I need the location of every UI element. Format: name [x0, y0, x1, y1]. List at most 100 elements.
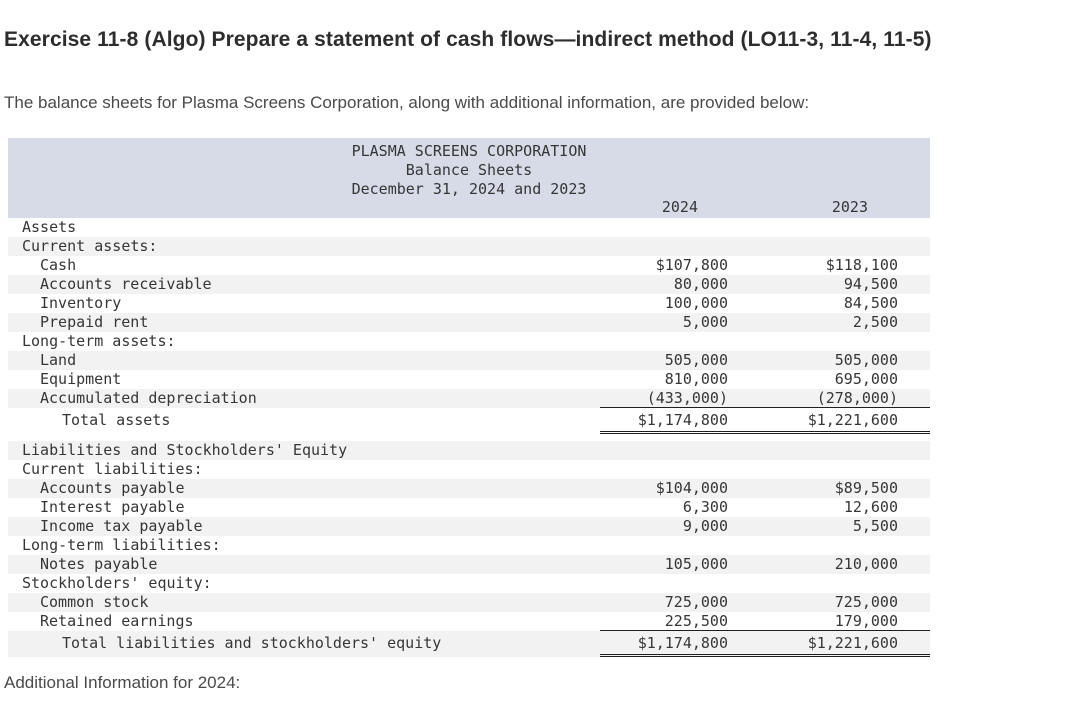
- total-row: Total assets $1,174,800 $1,221,600: [8, 408, 930, 434]
- value-2024: $1,174,800: [637, 634, 728, 652]
- row-label: Inventory: [40, 294, 122, 312]
- value-2024: 810,000: [664, 370, 728, 388]
- additional-info-heading: Additional Information for 2024:: [4, 673, 241, 692]
- value-2024: 505,000: [664, 351, 728, 369]
- row-values: $1,174,800 $1,221,600: [600, 408, 930, 434]
- row-label: Retained earnings: [40, 612, 194, 630]
- value-2024: [600, 441, 740, 460]
- value-2023: 725,000: [834, 593, 898, 611]
- row-label: Long-term assets:: [22, 332, 176, 350]
- row-label: Total assets: [62, 411, 171, 429]
- row-label: Stockholders' equity:: [22, 574, 212, 592]
- value-2024: 80,000: [673, 275, 728, 293]
- row-label: Land: [40, 351, 77, 369]
- table-row: Accounts receivable 80,000 94,500: [8, 275, 930, 294]
- page-title: Exercise 11-8 (Algo) Prepare a statement…: [4, 28, 932, 51]
- value-2024: $107,800: [655, 256, 728, 274]
- row-label: Income tax payable: [40, 517, 203, 535]
- value-2023: 505,000: [834, 351, 898, 369]
- row-values: 100,000 84,500: [600, 294, 930, 313]
- value-2023: 5,500: [852, 517, 898, 535]
- column-header-row: 2024 2023: [8, 199, 930, 218]
- value-2023: $118,100: [825, 256, 898, 274]
- value-2024: 725,000: [664, 593, 728, 611]
- value-2024: [600, 574, 740, 593]
- table-row: Common stock 725,000 725,000: [8, 593, 930, 612]
- column-header-2023: 2023: [831, 198, 868, 216]
- value-2023: [740, 574, 930, 593]
- value-2024: 100,000: [664, 294, 728, 312]
- row-label: Prepaid rent: [40, 313, 149, 331]
- value-2024: [600, 536, 740, 555]
- value-2023: [740, 332, 930, 351]
- table-row: Accounts payable $104,000 $89,500: [8, 479, 930, 498]
- value-2023: [740, 237, 930, 256]
- value-2023: $1,221,600: [807, 634, 898, 652]
- row-values: $1,174,800 $1,221,600: [600, 631, 930, 657]
- value-2024: [600, 237, 740, 256]
- row-values: 810,000 695,000: [600, 370, 930, 389]
- value-2024: 6,300: [682, 498, 728, 516]
- row-values: 225,500 179,000: [600, 612, 930, 631]
- value-2024: $104,000: [655, 479, 728, 497]
- value-2023: 695,000: [834, 370, 898, 388]
- statement-period: December 31, 2024 and 2023: [351, 180, 587, 198]
- row-values: 6,300 12,600: [600, 498, 930, 517]
- value-2024: [600, 332, 740, 351]
- row-values: [600, 237, 930, 256]
- value-2024: (433,000): [646, 389, 728, 407]
- table-row: Long-term assets:: [8, 332, 930, 351]
- value-2024: 9,000: [682, 517, 728, 535]
- row-values: [600, 218, 930, 237]
- table-row: Notes payable 105,000 210,000: [8, 555, 930, 574]
- row-values: (433,000) (278,000): [600, 389, 930, 408]
- row-values: $107,800 $118,100: [600, 256, 930, 275]
- table-row: Equipment 810,000 695,000: [8, 370, 930, 389]
- row-values: 105,000 210,000: [600, 555, 930, 574]
- table-row: Prepaid rent 5,000 2,500: [8, 313, 930, 332]
- row-label: Accounts payable: [40, 479, 185, 497]
- value-2023: (278,000): [816, 389, 898, 407]
- balance-sheet-header: PLASMA SCREENS CORPORATION Balance Sheet…: [8, 138, 930, 218]
- table-row: Stockholders' equity:: [8, 574, 930, 593]
- value-2023: 94,500: [843, 275, 898, 293]
- row-values: 505,000 505,000: [600, 351, 930, 370]
- row-label: Assets: [22, 218, 77, 236]
- row-values: [600, 441, 930, 460]
- table-row: Accumulated depreciation (433,000) (278,00…: [8, 389, 930, 408]
- value-2024: [600, 218, 740, 237]
- row-label: Current liabilities:: [22, 460, 203, 478]
- statement-title: Balance Sheets: [405, 161, 533, 179]
- table-row: Current liabilities:: [8, 460, 930, 479]
- row-label: Total liabilities and stockholders' equi…: [62, 634, 442, 652]
- table-row: Interest payable 6,300 12,600: [8, 498, 930, 517]
- row-label: Interest payable: [40, 498, 185, 516]
- value-2024: $1,174,800: [637, 411, 728, 429]
- value-2024: [600, 460, 740, 479]
- table-row: Land 505,000 505,000: [8, 351, 930, 370]
- table-row: Long-term liabilities:: [8, 536, 930, 555]
- row-values: 80,000 94,500: [600, 275, 930, 294]
- value-2023: $1,221,600: [807, 411, 898, 429]
- value-2024: 5,000: [682, 313, 728, 331]
- value-2024: 105,000: [664, 555, 728, 573]
- table-row: Current assets:: [8, 237, 930, 256]
- balance-sheet-table: PLASMA SCREENS CORPORATION Balance Sheet…: [8, 138, 930, 657]
- table-row: Liabilities and Stockholders' Equity: [8, 441, 930, 460]
- table-row: Inventory 100,000 84,500: [8, 294, 930, 313]
- column-header-2024: 2024: [661, 198, 698, 216]
- table-row: Retained earnings 225,500 179,000: [8, 612, 930, 631]
- row-label: Accumulated depreciation: [40, 389, 257, 407]
- company-name: PLASMA SCREENS CORPORATION: [351, 142, 587, 160]
- row-values: 5,000 2,500: [600, 313, 930, 332]
- value-2023: 2,500: [852, 313, 898, 331]
- value-2023: 210,000: [834, 555, 898, 573]
- row-values: [600, 536, 930, 555]
- row-values: 725,000 725,000: [600, 593, 930, 612]
- value-2023: [740, 536, 930, 555]
- balance-sheet-rows: Assets Current assets: Cash $107,800 $118,10…: [8, 218, 930, 657]
- table-row: Income tax payable 9,000 5,500: [8, 517, 930, 536]
- row-label: Notes payable: [40, 555, 158, 573]
- value-2023: 179,000: [834, 612, 898, 630]
